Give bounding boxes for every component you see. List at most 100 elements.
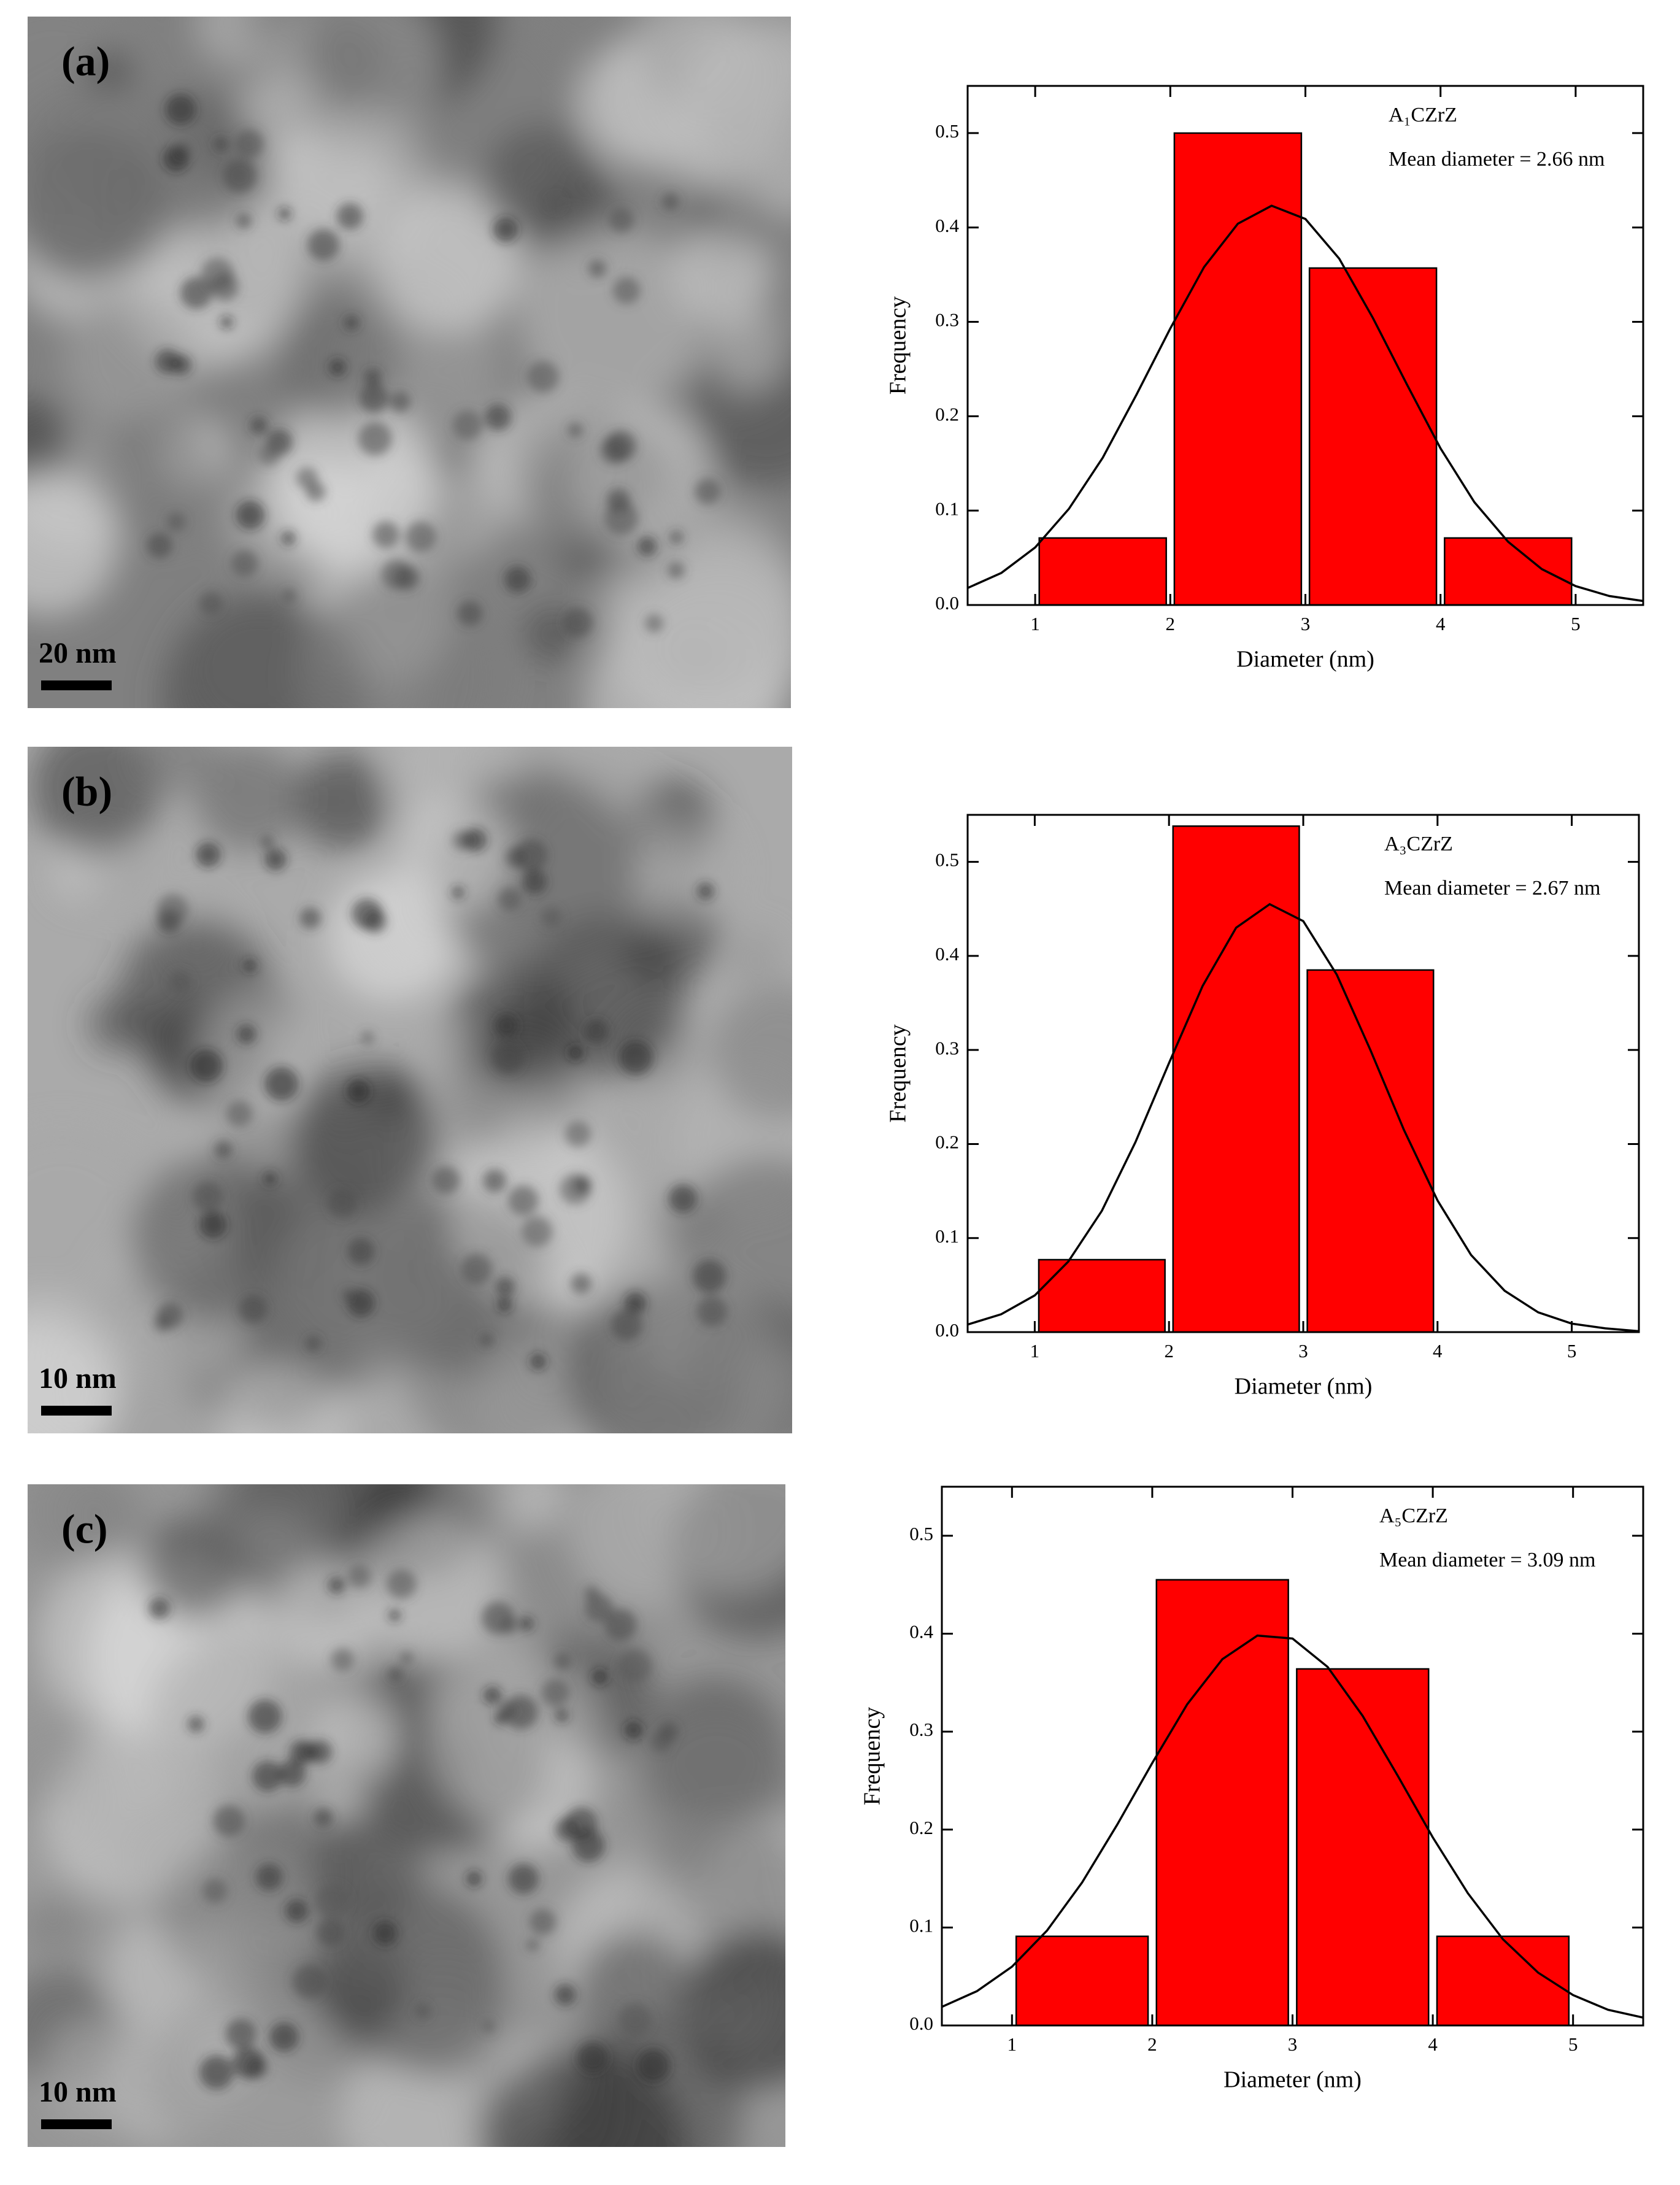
tem-particle [432, 1166, 460, 1195]
bar [1155, 1579, 1289, 2027]
y-tick-label: 0.2 [935, 403, 959, 425]
tem-particle [165, 94, 196, 125]
tem-blob [358, 1516, 503, 1661]
tem-blob [28, 400, 72, 487]
tem-particle [250, 417, 268, 434]
tem-blob [442, 1484, 514, 1527]
tem-particle [236, 213, 252, 229]
tem-particle [555, 1708, 569, 1722]
tem-particle [668, 562, 685, 579]
tem-image [28, 747, 792, 1433]
tem-particle [518, 1616, 534, 1632]
y-tick-label: 0.4 [935, 943, 959, 965]
tem-particles [147, 94, 721, 638]
y-tick-label: 0.3 [909, 1719, 933, 1740]
annotation: Mean diameter = 3.09 nm [1379, 1549, 1595, 1571]
tem-particle [495, 1277, 515, 1297]
tem-blob [576, 1932, 692, 2047]
x-axis-label: Diameter (nm) [1236, 647, 1374, 672]
scale-bar-label: 20 nm [39, 637, 117, 669]
tem-particle [214, 137, 228, 152]
tem-particle [236, 1024, 256, 1044]
fit-curve [967, 204, 1644, 603]
tem-particle [693, 1259, 726, 1293]
tem-particle [527, 361, 559, 393]
tem-particle [381, 560, 412, 590]
tem-particle [463, 828, 487, 852]
scale-bar [41, 680, 112, 690]
tem-particle [363, 368, 382, 387]
tem-blob [88, 408, 221, 541]
y-tick-label: 0.0 [909, 2013, 933, 2034]
y-tick-label: 0.2 [935, 1131, 959, 1153]
tem-particle [269, 2022, 299, 2052]
tem-particle [231, 550, 258, 577]
x-tick-label: 3 [1298, 1340, 1308, 1362]
tem-particle [220, 316, 233, 329]
tem-particle [568, 423, 583, 437]
tem-particle [168, 970, 192, 994]
tem-blob [710, 310, 789, 390]
tem-particle [315, 1884, 350, 1919]
tem-particle [504, 566, 531, 593]
tem-particle [624, 1292, 647, 1314]
tem-particle [522, 869, 547, 895]
fit-curve [967, 903, 1640, 1333]
tem-particle [347, 1238, 375, 1265]
tem-particle [415, 2003, 431, 2019]
annotation: A₅CZrZ [1379, 1505, 1448, 1527]
y-tick-label: 0.0 [935, 1319, 959, 1341]
tem-particles [153, 828, 728, 1370]
y-axis-label: Frequency [885, 296, 911, 395]
tem-particle [388, 1667, 403, 1682]
x-tick-label: 5 [1571, 613, 1581, 634]
x-axis-label: Diameter (nm) [1223, 2067, 1362, 2093]
y-tick-label: 0.3 [935, 1037, 959, 1058]
tem-particle [199, 2055, 234, 2090]
tem-particle [344, 315, 360, 331]
tem-blob [61, 291, 200, 430]
bar [1296, 1668, 1430, 2027]
tem-particle [306, 482, 326, 502]
x-tick-label: 2 [1166, 613, 1176, 634]
tem-particle [496, 1297, 512, 1313]
y-tick-label: 0.1 [935, 1225, 959, 1247]
tem-blob [272, 1562, 379, 1669]
tem-blob [482, 123, 604, 246]
tem-blob [28, 471, 120, 616]
tem-particle [239, 1295, 268, 1324]
x-tick-label: 3 [1288, 2033, 1298, 2055]
tem-particle [612, 277, 641, 304]
tem-particle [453, 410, 483, 440]
x-tick-label: 5 [1567, 1340, 1577, 1362]
tem-particle [479, 1333, 493, 1347]
tem-particle [483, 1686, 502, 1705]
tem-content [28, 1484, 785, 2147]
tem-particle [347, 1565, 371, 1589]
annotation: A₃CZrZ [1384, 833, 1453, 855]
tem-particle [188, 1716, 204, 1733]
tem-blob [396, 797, 514, 914]
tem-blob [293, 752, 391, 850]
tem-blob [728, 930, 782, 984]
tem-particle [658, 1722, 679, 1741]
tem-blob [447, 1123, 631, 1307]
tem-particle [282, 589, 296, 603]
y-tick-label: 0.4 [935, 215, 959, 236]
tem-particle [567, 1044, 584, 1061]
tem-blob [672, 23, 791, 221]
y-tick-label: 0.5 [935, 120, 959, 142]
tem-particle [347, 1289, 375, 1317]
tem-content [28, 747, 792, 1433]
tem-particle [618, 1040, 653, 1075]
bar [1038, 1258, 1166, 1333]
tem-particle [223, 159, 257, 193]
y-axis-label: Frequency [860, 1707, 885, 1805]
tem-particle [372, 521, 399, 549]
x-tick-label: 4 [1436, 613, 1446, 634]
tem-particle [388, 1609, 401, 1622]
tem-blobs [28, 17, 791, 708]
tem-blob [28, 1895, 84, 1955]
tem-particle [661, 193, 679, 210]
tem-particle [308, 1740, 333, 1764]
